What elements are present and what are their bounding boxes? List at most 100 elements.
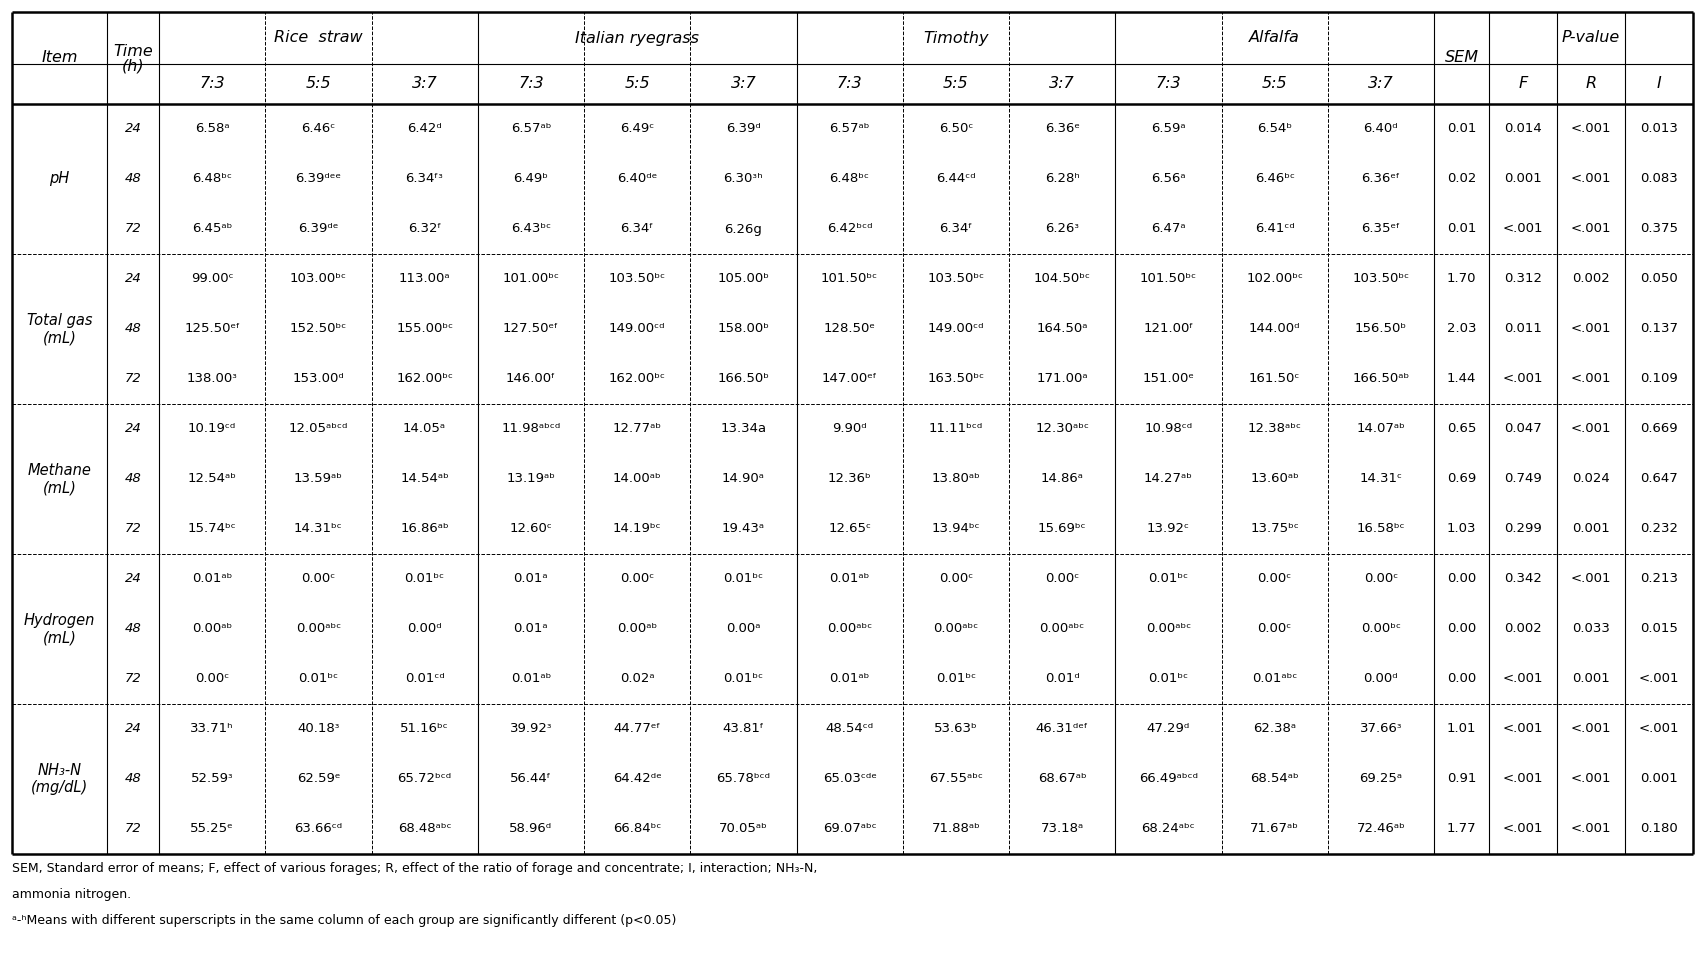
Text: 0.299: 0.299 [1504, 523, 1541, 535]
Text: 14.19ᵇᶜ: 14.19ᵇᶜ [612, 523, 662, 535]
Text: 151.00ᵉ: 151.00ᵉ [1142, 373, 1195, 385]
Text: 6.26ᶟ: 6.26ᶟ [1045, 223, 1079, 235]
Text: 0.00: 0.00 [1448, 572, 1477, 586]
Text: 113.00ᵃ: 113.00ᵃ [399, 273, 450, 286]
Text: 68.67ᵃᵇ: 68.67ᵃᵇ [1038, 772, 1086, 785]
Text: 166.50ᵃᵇ: 166.50ᵃᵇ [1352, 373, 1410, 385]
Text: 24: 24 [124, 422, 142, 436]
Text: 0.01ᵃᵇ: 0.01ᵃᵇ [193, 572, 232, 586]
Text: 39.92ᶟ: 39.92ᶟ [510, 722, 552, 736]
Text: I: I [1657, 76, 1661, 92]
Text: Timothy: Timothy [922, 31, 989, 45]
Text: Total gas
(mL): Total gas (mL) [27, 313, 92, 346]
Text: 0.01ᵇᶜ: 0.01ᵇᶜ [298, 673, 338, 685]
Text: 14.05ᵃ: 14.05ᵃ [402, 422, 447, 436]
Text: 0.109: 0.109 [1640, 373, 1678, 385]
Text: 0.002: 0.002 [1572, 273, 1610, 286]
Text: 55.25ᵉ: 55.25ᵉ [191, 823, 234, 835]
Text: 0.232: 0.232 [1640, 523, 1678, 535]
Text: 0.00ᵈ: 0.00ᵈ [407, 622, 442, 636]
Text: 101.00ᵇᶜ: 101.00ᵇᶜ [503, 273, 559, 286]
Text: 171.00ᵃ: 171.00ᵃ [1037, 373, 1088, 385]
Text: 33.71ʰ: 33.71ʰ [191, 722, 234, 736]
Text: 0.01ᵇᶜ: 0.01ᵇᶜ [723, 572, 764, 586]
Text: 0.137: 0.137 [1640, 322, 1678, 336]
Text: 0.375: 0.375 [1640, 223, 1678, 235]
Text: 24: 24 [124, 123, 142, 136]
Text: <.001: <.001 [1570, 373, 1611, 385]
Text: 62.38ᵃ: 62.38ᵃ [1253, 722, 1296, 736]
Text: 6.44ᶜᵈ: 6.44ᶜᵈ [936, 172, 975, 186]
Text: 0.00ᶜ: 0.00ᶜ [1045, 572, 1079, 586]
Text: 6.50ᶜ: 6.50ᶜ [939, 123, 974, 136]
Text: 0.02: 0.02 [1448, 172, 1477, 186]
Text: 13.94ᵇᶜ: 13.94ᵇᶜ [931, 523, 980, 535]
Text: 40.18ᶟ: 40.18ᶟ [297, 722, 339, 736]
Text: 14.07ᵃᵇ: 14.07ᵃᵇ [1357, 422, 1405, 436]
Text: 72: 72 [124, 823, 142, 835]
Text: 0.749: 0.749 [1504, 472, 1541, 486]
Text: 68.24ᵃᵇᶜ: 68.24ᵃᵇᶜ [1142, 823, 1195, 835]
Text: Italian ryegrass: Italian ryegrass [575, 31, 699, 45]
Text: 144.00ᵈ: 144.00ᵈ [1248, 322, 1301, 336]
Text: 0.00ᵈ: 0.00ᵈ [1364, 673, 1398, 685]
Text: 62.59ᵉ: 62.59ᵉ [297, 772, 339, 785]
Text: 0.013: 0.013 [1640, 123, 1678, 136]
Text: 7:3: 7:3 [1156, 76, 1182, 92]
Text: 51.16ᵇᶜ: 51.16ᵇᶜ [401, 722, 448, 736]
Text: 72: 72 [124, 373, 142, 385]
Text: 0.00ᵃᵇᶜ: 0.00ᵃᵇᶜ [827, 622, 873, 636]
Text: 0.00ᵇᶜ: 0.00ᵇᶜ [1361, 622, 1402, 636]
Text: 6.39ᵈ: 6.39ᵈ [726, 123, 760, 136]
Text: 6.46ᶜ: 6.46ᶜ [302, 123, 336, 136]
Text: <.001: <.001 [1570, 123, 1611, 136]
Text: 0.01ᵃᵇ: 0.01ᵃᵇ [512, 673, 551, 685]
Text: 66.49ᵃᵇᶜᵈ: 66.49ᵃᵇᶜᵈ [1139, 772, 1199, 785]
Text: 0.024: 0.024 [1572, 472, 1610, 486]
Text: 6.49ᶜ: 6.49ᶜ [621, 123, 655, 136]
Text: 12.36ᵇ: 12.36ᵇ [827, 472, 871, 486]
Text: 13.60ᵃᵇ: 13.60ᵃᵇ [1250, 472, 1299, 486]
Text: 104.50ᵇᶜ: 104.50ᵇᶜ [1033, 273, 1091, 286]
Text: 14.90ᵃ: 14.90ᵃ [721, 472, 766, 486]
Text: 0.001: 0.001 [1572, 523, 1610, 535]
Text: <.001: <.001 [1570, 172, 1611, 186]
Text: 0.011: 0.011 [1504, 322, 1541, 336]
Text: 37.66ᶟ: 37.66ᶟ [1359, 722, 1402, 736]
Text: 0.01ᵃᵇ: 0.01ᵃᵇ [829, 673, 870, 685]
Text: 12.05ᵃᵇᶜᵈ: 12.05ᵃᵇᶜᵈ [288, 422, 348, 436]
Text: 158.00ᵇ: 158.00ᵇ [718, 322, 769, 336]
Text: 6.32ᶠ: 6.32ᶠ [407, 223, 442, 235]
Text: 0.01ᵃᵇ: 0.01ᵃᵇ [829, 572, 870, 586]
Text: 10.19ᶜᵈ: 10.19ᶜᵈ [188, 422, 237, 436]
Text: 0.01ᵇᶜ: 0.01ᵇᶜ [404, 572, 445, 586]
Text: 12.54ᵃᵇ: 12.54ᵃᵇ [188, 472, 237, 486]
Text: 0.00ᵃᵇ: 0.00ᵃᵇ [617, 622, 656, 636]
Text: 125.50ᵉᶠ: 125.50ᵉᶠ [184, 322, 240, 336]
Text: 44.77ᵉᶠ: 44.77ᵉᶠ [614, 722, 662, 736]
Text: 10.98ᶜᵈ: 10.98ᶜᵈ [1144, 422, 1192, 436]
Text: <.001: <.001 [1570, 722, 1611, 736]
Text: 12.60ᶜ: 12.60ᶜ [510, 523, 552, 535]
Text: 103.50ᵇᶜ: 103.50ᵇᶜ [928, 273, 984, 286]
Text: 65.78ᵇᶜᵈ: 65.78ᵇᶜᵈ [716, 772, 771, 785]
Text: 163.50ᵇᶜ: 163.50ᵇᶜ [928, 373, 984, 385]
Text: 0.00: 0.00 [1448, 622, 1477, 636]
Text: 24: 24 [124, 273, 142, 286]
Text: 155.00ᵇᶜ: 155.00ᵇᶜ [396, 322, 454, 336]
Text: 69.25ᵃ: 69.25ᵃ [1359, 772, 1403, 785]
Text: 99.00ᶜ: 99.00ᶜ [191, 273, 234, 286]
Text: 46.31ᵈᵉᶠ: 46.31ᵈᵉᶠ [1035, 722, 1088, 736]
Text: 0.00ᵃ: 0.00ᵃ [726, 622, 760, 636]
Text: <.001: <.001 [1570, 223, 1611, 235]
Text: 103.50ᵇᶜ: 103.50ᵇᶜ [1352, 273, 1410, 286]
Text: 7:3: 7:3 [518, 76, 544, 92]
Text: 105.00ᵇ: 105.00ᵇ [718, 273, 769, 286]
Text: 0.01ᵇᶜ: 0.01ᵇᶜ [1147, 572, 1188, 586]
Text: 0.015: 0.015 [1640, 622, 1678, 636]
Text: 101.50ᵇᶜ: 101.50ᵇᶜ [822, 273, 878, 286]
Text: 6.49ᵇ: 6.49ᵇ [513, 172, 549, 186]
Text: 48: 48 [124, 772, 142, 785]
Text: 0.01: 0.01 [1448, 123, 1477, 136]
Text: 47.29ᵈ: 47.29ᵈ [1147, 722, 1190, 736]
